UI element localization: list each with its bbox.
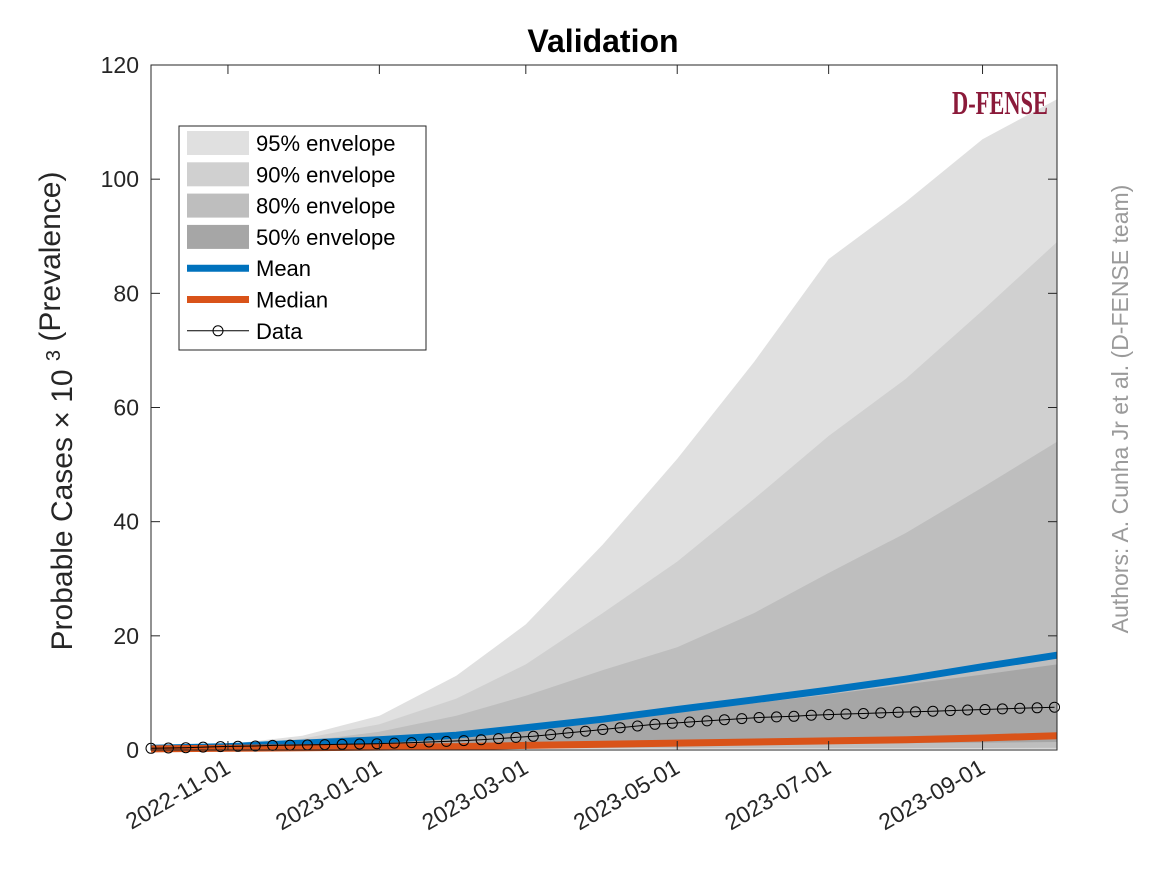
data-point xyxy=(215,741,226,753)
data-point xyxy=(371,738,383,750)
data-point xyxy=(162,742,174,754)
data-point xyxy=(232,740,244,752)
data-point xyxy=(406,737,418,749)
data-point xyxy=(649,718,661,730)
y-axis-label: Probable Cases × 10 3 (Prevalence) xyxy=(34,172,79,651)
y-axis: 0 20 40 60 80 100 120 xyxy=(101,52,1057,763)
data-point xyxy=(701,715,713,727)
legend: 95% envelope 90% envelope 80% envelope 50% … xyxy=(178,125,427,351)
data-point xyxy=(892,706,904,718)
legend-label: 95% envelope xyxy=(256,131,395,156)
chart-title: Validation xyxy=(527,23,678,59)
data-point xyxy=(180,742,192,754)
data-point xyxy=(1049,701,1060,713)
legend-label: 50% envelope xyxy=(256,225,395,250)
legend-item-median: Median xyxy=(187,288,328,313)
data-point xyxy=(527,730,539,742)
legend-label: Median xyxy=(256,288,328,313)
x-tick-label: 2023-01-01 xyxy=(271,754,386,835)
x-tick-label: 2023-09-01 xyxy=(874,754,989,835)
envelope-area-2 xyxy=(151,441,1057,749)
y-tick-label: 0 xyxy=(126,737,139,763)
data-point xyxy=(632,720,643,732)
data-point xyxy=(788,710,800,722)
legend-item-mean: Mean xyxy=(187,256,311,281)
data-point xyxy=(666,717,678,729)
legend-label: Mean xyxy=(256,256,311,281)
envelope-areas xyxy=(151,99,1057,749)
data-point xyxy=(510,731,522,743)
data-point xyxy=(354,738,365,750)
data-point xyxy=(423,736,435,748)
data-point xyxy=(910,706,921,718)
x-tick-label: 2023-03-01 xyxy=(417,754,532,835)
data-point xyxy=(857,708,869,719)
x-tick-label: 2022-11-01 xyxy=(121,754,234,834)
y-tick-label: 40 xyxy=(113,509,139,535)
data-point xyxy=(962,704,974,716)
data-point xyxy=(336,738,348,750)
legend-item-data: Data xyxy=(187,319,303,344)
data-point xyxy=(493,733,504,745)
legend-label: 80% envelope xyxy=(256,194,395,219)
legend-item-90-envelope: 90% envelope xyxy=(187,162,395,187)
legend-item-95-envelope: 95% envelope xyxy=(187,131,395,156)
legend-item-50-envelope: 50% envelope xyxy=(187,224,395,250)
data-point xyxy=(249,740,261,752)
legend-marker xyxy=(212,325,224,337)
data-point xyxy=(979,704,991,715)
legend-label: Data xyxy=(256,319,303,344)
y-tick-label: 80 xyxy=(113,280,139,306)
legend-item-80-envelope: 80% envelope xyxy=(187,193,395,219)
data-point xyxy=(545,729,557,741)
data-point xyxy=(614,722,626,734)
data-point xyxy=(927,705,939,717)
data-point xyxy=(197,741,209,753)
x-tick-label: 2023-07-01 xyxy=(720,754,835,835)
x-tick-label: 2023-05-01 xyxy=(569,754,684,835)
data-point xyxy=(944,705,956,717)
envelope-area-3 xyxy=(151,664,1057,749)
data-point xyxy=(753,712,765,723)
y-tick-label: 60 xyxy=(113,395,139,421)
authors-credit: Authors: A. Cunha Jr et al. (D-FENSE tea… xyxy=(1107,185,1133,634)
data-point xyxy=(823,709,835,721)
legend-label: 90% envelope xyxy=(256,162,395,187)
data-line xyxy=(150,706,1055,749)
data-point xyxy=(458,735,470,747)
data-point xyxy=(579,725,591,737)
legend-swatch xyxy=(187,224,249,249)
y-tick-label: 100 xyxy=(101,166,139,192)
legend-swatch xyxy=(187,193,249,218)
data-point xyxy=(996,703,1008,715)
data-point xyxy=(840,708,852,720)
series-line-median xyxy=(150,732,1058,753)
data-point xyxy=(684,716,696,728)
data-point xyxy=(1031,702,1043,714)
y-tick-label: 20 xyxy=(113,623,139,649)
data-point xyxy=(440,735,452,747)
data-point xyxy=(388,737,400,749)
data-point xyxy=(562,727,574,739)
data-markers xyxy=(145,701,1060,754)
data-point xyxy=(875,707,887,719)
d-fense-logo: D-FENSE xyxy=(952,85,1048,122)
data-point xyxy=(597,724,609,735)
data-point xyxy=(475,734,487,746)
y-tick-label: 120 xyxy=(101,52,139,78)
legend-swatch xyxy=(187,131,249,155)
data-point xyxy=(771,711,782,723)
data-point xyxy=(805,709,817,721)
data-point xyxy=(736,713,748,725)
data-point xyxy=(718,714,730,726)
legend-swatch xyxy=(187,162,249,187)
data-point xyxy=(1014,702,1026,714)
